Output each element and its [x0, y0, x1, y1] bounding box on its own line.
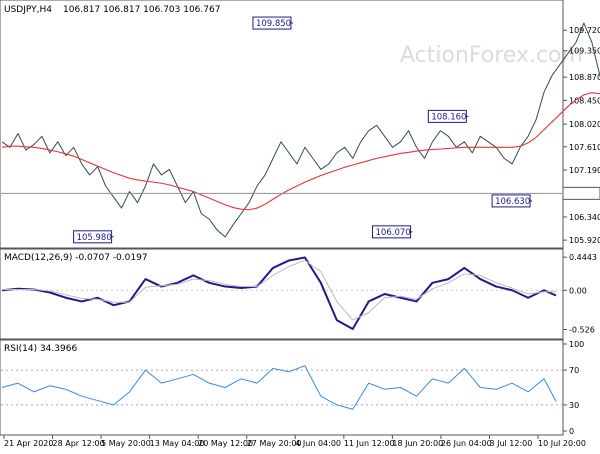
- rsi-y-axis: 100 70 30 0: [563, 340, 584, 436]
- rsi-panel-frame: [0, 339, 564, 436]
- price-ytick-label-2: 108.870: [569, 73, 600, 82]
- macd-ytick-label-1: 0.00: [569, 286, 587, 295]
- macd-ytick-label-0: 0.4443: [569, 253, 597, 262]
- callout-label-4: 106.630: [495, 197, 530, 207]
- rsi-ytick-label-0: 100: [569, 340, 584, 349]
- time-tick-label-1: 28 Apr 12:00: [53, 439, 105, 448]
- macd-ytick-label-2: -0.526: [569, 325, 595, 334]
- price-ytick-label-3: 108.450: [569, 96, 600, 105]
- watermark: ActionForex.com: [400, 43, 583, 68]
- rsi-ytick-label-1: 70: [569, 366, 579, 375]
- price-ytick-label-8: 106.340: [569, 213, 600, 222]
- callout-label-1: 108.160: [431, 112, 466, 122]
- callout-box-0: [252, 16, 292, 30]
- price-series: [1, 22, 600, 238]
- price-series-1: [1, 92, 600, 211]
- price-ytick-label-1: 109.350: [569, 47, 600, 56]
- time-tick-label-2: 5 May 20:00: [101, 439, 151, 448]
- rsi-ytick-label-2: 30: [569, 401, 579, 410]
- time-tick-label-10: 3 Jul 12:00: [489, 439, 532, 448]
- callout-label-0: 109.850: [256, 19, 291, 29]
- time-tick-label-4: 20 May 12:00: [198, 439, 253, 448]
- ohlc-readout: 106.817 106.817 106.703 106.767: [63, 5, 220, 15]
- macd-y-axis: 0.4443 0.00 -0.526: [563, 253, 597, 334]
- callout-box-2: [73, 230, 113, 244]
- price-y-axis: 109.720 109.350 108.870 108.450 108.020 107.6…: [562, 26, 600, 245]
- symbol-label: USDJPY,H4: [4, 5, 52, 15]
- time-tick-label-5: 27 May 20:00: [247, 439, 302, 448]
- macd-series-1: [2, 259, 556, 321]
- price-panel-frame: [0, 0, 564, 249]
- price-ytick-label-6: 107.190: [569, 166, 600, 175]
- rsi-ytick-label-3: 0: [569, 427, 574, 436]
- rsi-title: RSI(14) 34.3966: [4, 344, 77, 354]
- time-tick-label-8: 18 Jun 20:00: [392, 439, 443, 448]
- macd-series: [1, 256, 562, 331]
- price-ytick-label-0: 109.720: [569, 26, 600, 35]
- rsi-series-0: [1, 365, 557, 410]
- callout-box-3: [372, 225, 412, 239]
- price-ytick-label-4: 108.020: [569, 120, 600, 129]
- current-price-box: [562, 186, 600, 200]
- time-tick-label-3: 13 May 04:00: [150, 439, 205, 448]
- callout-label-2: 105.980: [77, 233, 112, 243]
- price-series-0: [1, 22, 600, 238]
- macd-title: MACD(12,26,9) -0.0707 -0.0197: [4, 253, 148, 263]
- time-tick-label-6: 4 Jun 04:00: [295, 439, 341, 448]
- callout-box-4: [491, 194, 531, 208]
- price-ytick-label-9: 105.920: [569, 236, 600, 245]
- time-tick-label-11: 10 Jul 20:00: [538, 439, 586, 448]
- price-ytick-label-5: 107.610: [569, 143, 600, 152]
- time-tick-label-0: 21 Apr 2020: [4, 439, 53, 448]
- macd-series-0: [1, 256, 557, 331]
- callout-label-3: 106.070: [376, 228, 411, 238]
- callout-box-1: [427, 109, 467, 123]
- price-callouts: 109.850 108.160 105.980 106.070 106.630: [73, 16, 533, 244]
- time-tick-label-7: 11 Jun 12:00: [344, 439, 395, 448]
- time-tick-label-9: 26 Jun 04:00: [441, 439, 492, 448]
- rsi-series: [1, 365, 562, 410]
